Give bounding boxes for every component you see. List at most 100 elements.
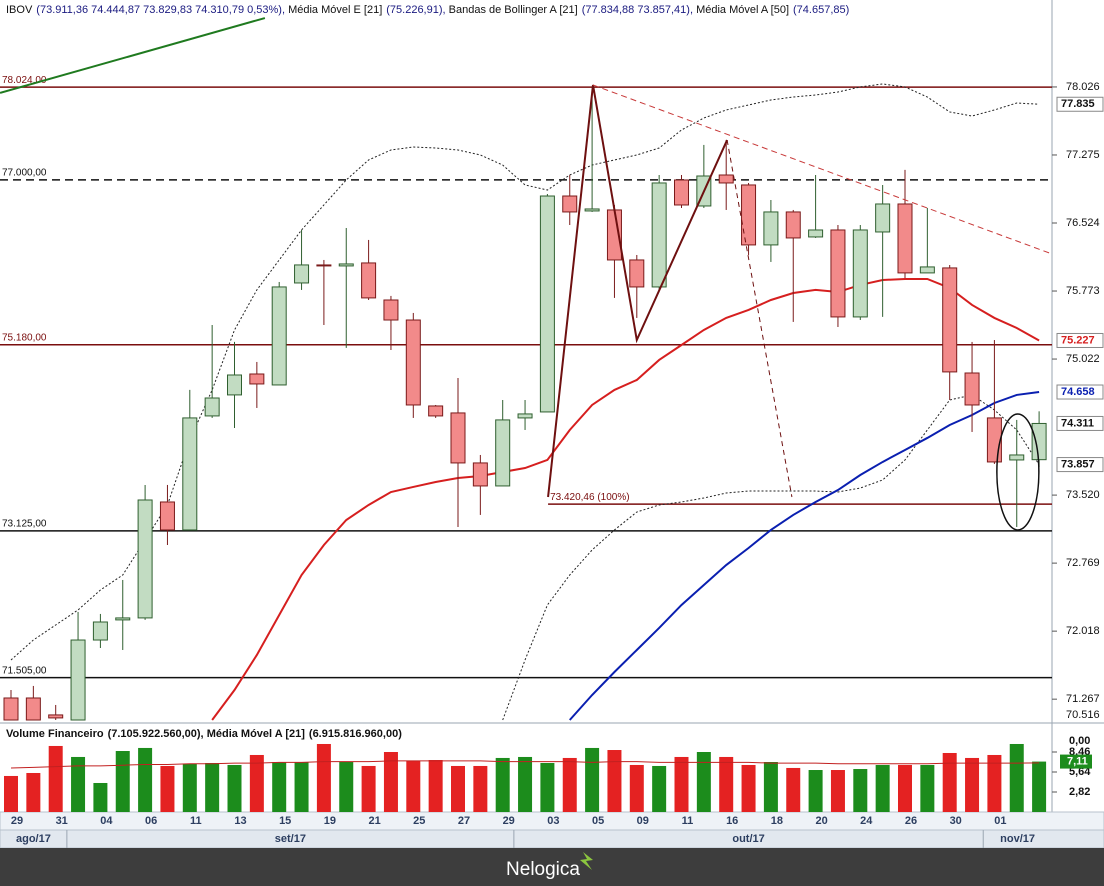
candle-body bbox=[25, 697, 41, 721]
legend-values: (73.911,36 74.444,87 73.829,83 74.310,79… bbox=[36, 4, 285, 16]
x-tick-label: 21 bbox=[368, 815, 380, 827]
x-tick-label: 31 bbox=[56, 815, 68, 827]
volume-tick-label: 5,64 bbox=[1069, 766, 1091, 778]
volume-bar bbox=[719, 756, 734, 812]
volume-bar bbox=[1032, 761, 1047, 812]
volume-bar bbox=[629, 764, 644, 812]
level-label: 71.505,00 bbox=[2, 665, 47, 676]
candle-body bbox=[182, 417, 198, 531]
candle-body bbox=[405, 319, 421, 406]
volume-bar bbox=[652, 765, 667, 812]
legend-values: (75.226,91), bbox=[386, 4, 445, 16]
x-tick-label: 15 bbox=[279, 815, 291, 827]
volume-bar bbox=[316, 743, 331, 812]
volume-last-label: 7,11 bbox=[1067, 755, 1088, 767]
x-tick-label: 24 bbox=[860, 815, 873, 827]
candle-body bbox=[808, 229, 824, 238]
candle-body bbox=[875, 203, 891, 233]
volume-bar bbox=[898, 764, 912, 812]
candle-body bbox=[830, 229, 846, 318]
x-tick-label: 19 bbox=[324, 815, 336, 827]
volume-last-box bbox=[1060, 754, 1092, 769]
candle-body bbox=[137, 499, 153, 619]
x-tick-label: 01 bbox=[994, 815, 1006, 827]
x-tick-label: 29 bbox=[503, 815, 515, 827]
volume-bar bbox=[249, 754, 264, 812]
candle-body bbox=[316, 264, 332, 267]
candle-body bbox=[763, 211, 779, 246]
candle-body bbox=[204, 397, 220, 417]
volume-tick-label: 2,82 bbox=[1069, 786, 1090, 798]
legend-name: Média Móvel A [50] bbox=[696, 4, 789, 16]
indicator-line bbox=[502, 394, 1040, 721]
candle-body bbox=[562, 195, 578, 213]
candle-body bbox=[517, 413, 533, 419]
candle-body bbox=[718, 174, 734, 184]
legend-values: (77.834,88 73.857,41), bbox=[582, 4, 693, 16]
x-tick-label: 04 bbox=[100, 815, 113, 827]
candle-body bbox=[271, 286, 287, 386]
legend-values: (74.657,85) bbox=[793, 4, 849, 16]
volume-bar bbox=[451, 765, 465, 812]
x-tick-label: 26 bbox=[905, 815, 917, 827]
last-value-box bbox=[1056, 457, 1104, 473]
volume-bar bbox=[585, 747, 600, 812]
x-tick-label: 29 bbox=[11, 815, 23, 827]
volume-bar bbox=[26, 772, 41, 812]
volume-bar bbox=[93, 782, 108, 812]
volume-bar bbox=[406, 761, 421, 812]
x-tick-label: 18 bbox=[771, 815, 783, 827]
candle-body bbox=[942, 267, 958, 373]
volume-bar bbox=[272, 762, 287, 812]
volume-bar bbox=[808, 770, 823, 812]
legend-values: (7.105.922.560,00), bbox=[108, 728, 204, 740]
footer-brand: Nelogica bbox=[506, 859, 580, 880]
level-label: 75.180,00 bbox=[2, 332, 47, 343]
candle-body bbox=[629, 259, 645, 288]
x-tick-label: 09 bbox=[637, 815, 649, 827]
x-tick-label: 11 bbox=[190, 815, 202, 827]
indicator-line bbox=[569, 391, 1040, 721]
volume-bar bbox=[763, 762, 778, 812]
volume-ma-line bbox=[10, 760, 1040, 769]
candle-body bbox=[450, 412, 466, 464]
highlight-ellipse bbox=[996, 413, 1040, 531]
candle-body bbox=[338, 263, 354, 267]
month-axis bbox=[0, 829, 1104, 849]
price-panel: 78.024,00 77.000,00 75.180,00 73.125,00 71.5… bbox=[0, 17, 1052, 721]
x-tick-label: 06 bbox=[145, 815, 157, 827]
candle-body bbox=[227, 374, 242, 396]
candle-body bbox=[785, 211, 801, 239]
y-tick-label: 73.520 bbox=[1066, 489, 1100, 501]
level-label: 78.024,00 bbox=[2, 75, 47, 86]
volume-bar bbox=[518, 756, 533, 812]
volume-bar bbox=[562, 757, 577, 812]
last-value-box bbox=[1056, 384, 1104, 400]
indicator-line bbox=[211, 277, 1040, 721]
volume-bar bbox=[48, 745, 63, 812]
candle-body bbox=[48, 714, 64, 719]
month-label: out/17 bbox=[732, 833, 764, 845]
y-tick-label: 72.769 bbox=[1066, 557, 1100, 569]
volume-bar bbox=[920, 764, 935, 812]
volume-bar bbox=[205, 762, 220, 812]
x-tick-label: 20 bbox=[815, 815, 827, 827]
x-tick-label: 13 bbox=[234, 815, 246, 827]
y-tick-label: 75.773 bbox=[1066, 285, 1100, 297]
candle-body bbox=[964, 372, 980, 406]
candle-body bbox=[897, 203, 913, 274]
drawing-line bbox=[592, 84, 1052, 255]
volume-bar bbox=[227, 764, 242, 812]
overlay: 78.026 77.275 76.524 75.773 75.022 73.520 72.7… bbox=[6, 4, 1104, 848]
candle-body bbox=[741, 184, 757, 246]
volume-bar bbox=[428, 760, 443, 812]
volume-bar bbox=[965, 757, 980, 812]
x-tick-label: 27 bbox=[458, 815, 470, 827]
last-value-label: 74.311 bbox=[1061, 417, 1094, 429]
volume-bar bbox=[182, 763, 197, 812]
target-label: 73.420,46 (100%) bbox=[550, 492, 630, 503]
legend-name: Média Móvel E [21] bbox=[288, 4, 382, 16]
x-tick-label: 03 bbox=[547, 815, 559, 827]
candle-body bbox=[584, 208, 600, 212]
